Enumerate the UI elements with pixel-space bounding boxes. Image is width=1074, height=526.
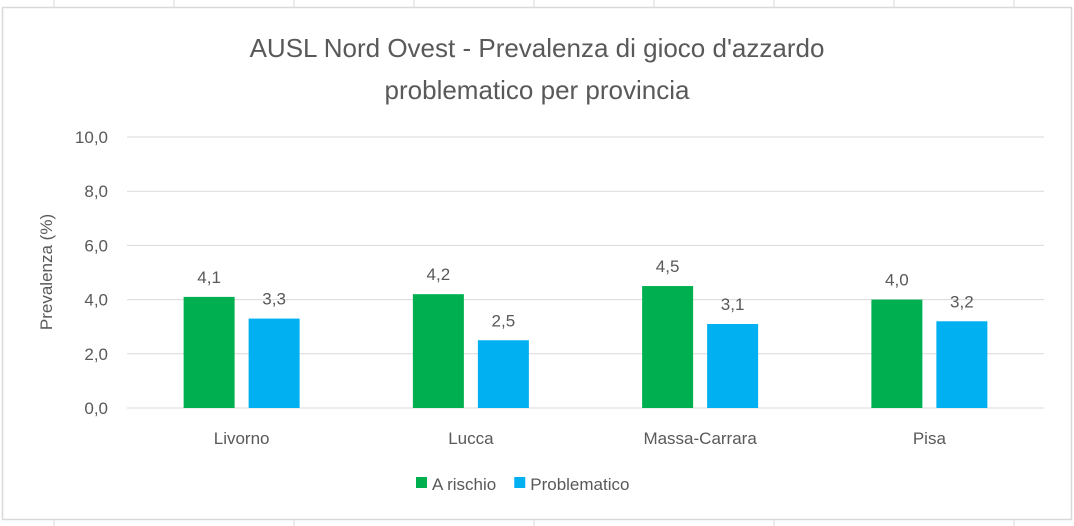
bar-a-rischio[interactable] — [642, 286, 694, 408]
data-label: 3,1 — [721, 295, 745, 314]
legend-label: Problematico — [530, 475, 629, 494]
bar-problematico[interactable] — [477, 340, 529, 408]
data-label: 4,5 — [656, 257, 680, 276]
data-label: 2,5 — [492, 311, 516, 330]
bar-a-rischio[interactable] — [871, 299, 923, 408]
chart-title-line-1: AUSL Nord Ovest - Prevalenza di gioco d'… — [250, 33, 825, 63]
x-tick-label: Lucca — [448, 429, 494, 448]
y-tick-label: 0,0 — [84, 399, 108, 418]
bar-a-rischio[interactable] — [183, 296, 235, 408]
data-label: 3,2 — [950, 292, 974, 311]
legend-label: A rischio — [432, 475, 496, 494]
y-axis-label: Prevalenza (%) — [37, 214, 56, 330]
y-tick-label: 4,0 — [84, 291, 108, 310]
y-tick-label: 10,0 — [75, 128, 108, 147]
y-tick-label: 8,0 — [84, 182, 108, 201]
chart-title-line-2: problematico per provincia — [385, 75, 690, 105]
sheet-gridlines — [53, 0, 1015, 526]
data-label: 4,0 — [885, 271, 909, 290]
x-tick-label: Massa-Carrara — [643, 429, 757, 448]
x-tick-label: Pisa — [913, 429, 947, 448]
data-label: 4,2 — [427, 265, 451, 284]
bar-problematico[interactable] — [248, 318, 300, 408]
x-tick-label: Livorno — [214, 429, 270, 448]
bar-problematico[interactable] — [707, 323, 759, 408]
y-tick-label: 2,0 — [84, 345, 108, 364]
legend-swatch — [514, 477, 526, 488]
chart-area[interactable] — [1, 6, 1073, 521]
data-label: 4,1 — [197, 268, 221, 287]
data-label: 3,3 — [262, 290, 286, 309]
bar-problematico[interactable] — [936, 321, 988, 408]
legend-swatch — [416, 477, 427, 488]
bar-a-rischio[interactable] — [412, 294, 464, 408]
y-tick-label: 6,0 — [84, 236, 108, 255]
